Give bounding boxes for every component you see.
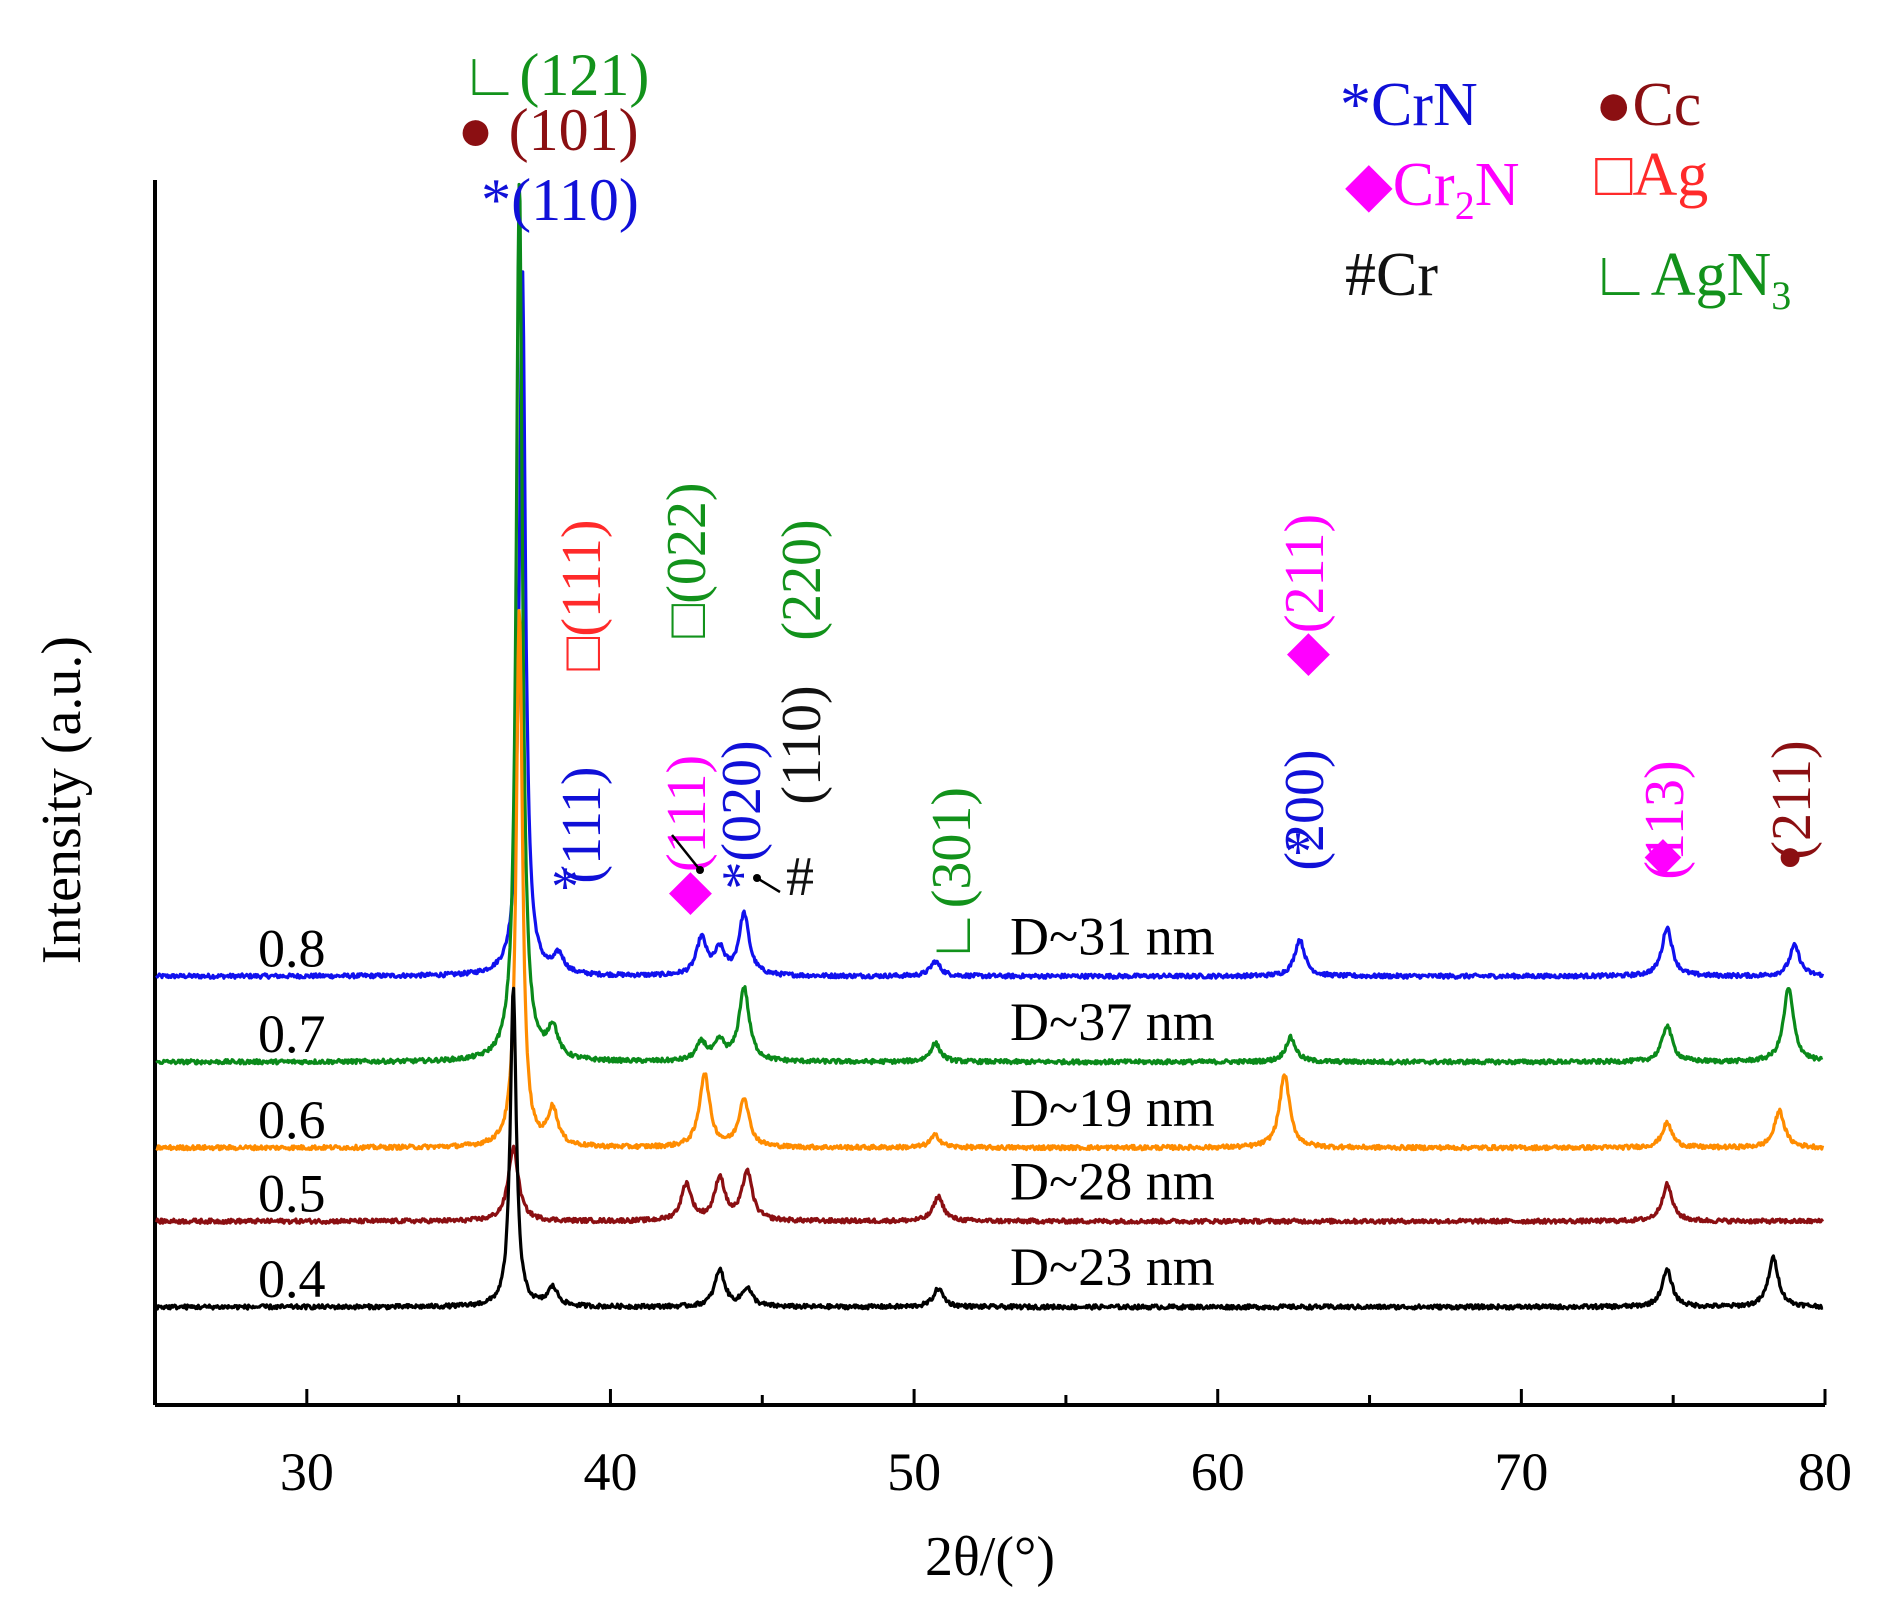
crystallite-size-label: D~31 nm [1010, 906, 1215, 966]
series-name-label: 0.4 [258, 1249, 326, 1309]
peak-annotation: (110) [771, 685, 833, 804]
legend-label: Cc [1632, 71, 1701, 139]
series-name-label: 0.8 [258, 918, 326, 978]
peak-annotation: (200) [1274, 749, 1336, 870]
annotation-arrow-head [753, 874, 761, 882]
peak-annotation: (111) [551, 766, 613, 883]
legend-label-tail: N [1475, 151, 1520, 219]
peak-annotation: *(020) [711, 740, 773, 889]
legend-entry: *CrN [1340, 71, 1478, 139]
crystallite-size-label: D~28 nm [1010, 1151, 1215, 1211]
series-line-0.4 [155, 986, 1824, 1311]
peak-annotation: *(110) [481, 167, 639, 233]
legend-entry: □Ag [1595, 141, 1708, 209]
series-name-label: 0.5 [258, 1163, 326, 1223]
x-tick-label: 80 [1798, 1442, 1852, 1502]
legend-subscript: 2 [1455, 183, 1475, 228]
x-tick-label: 70 [1494, 1442, 1548, 1502]
series-layer [154, 182, 1825, 1311]
crystallite-size-label: D~37 nm [1010, 992, 1215, 1052]
peak-annotation: ◆ [1645, 828, 1682, 881]
crystallite-size-label: D~19 nm [1010, 1078, 1215, 1138]
legend-symbol: * [1340, 71, 1371, 139]
series-line-0.6 [155, 608, 1825, 1152]
peak-annotation: ◆(211) [1274, 514, 1336, 676]
peak-annotation: □(022) [656, 482, 718, 637]
x-tick-label: 50 [887, 1442, 941, 1502]
annotations-layer: ∟(121)● (101)*(110)(111)□(111)* ◆(111)□(0… [457, 42, 1823, 963]
legend-symbol: ∟ [1590, 241, 1651, 309]
legend-label: CrN [1371, 71, 1478, 139]
legend-symbol: □ [1595, 141, 1633, 209]
x-tick-label: 60 [1191, 1442, 1245, 1502]
peak-annotation: ● (101) [457, 97, 638, 163]
legend-label: Cr [1393, 151, 1455, 219]
legend-entry: ●Cc [1595, 71, 1701, 139]
legend-label: Cr [1376, 241, 1438, 309]
x-tick-label: 30 [280, 1442, 334, 1502]
legend: *CrN ●Cc◆Cr2N □Ag#Cr ∟AgN3 [1340, 71, 1791, 318]
labels-layer: 0.8 D~31 nm 0.7 D~37 nm 0.6 D~19 nm 0.5 D~28 nm… [258, 906, 1215, 1309]
peak-annotation: ∟(301) [921, 787, 983, 963]
annotation-arrow [671, 834, 701, 871]
y-axis-label: Intensity (a.u.) [31, 636, 93, 964]
legend-entry: ∟AgN3 [1590, 241, 1791, 318]
series-line-0.8 [155, 270, 1825, 980]
annotation-arrow-head [696, 866, 704, 874]
peak-annotation: ● [1777, 831, 1804, 880]
legend-label: Ag [1632, 141, 1708, 209]
legend-symbol: ● [1595, 71, 1632, 139]
series-line-0.7 [155, 182, 1824, 1066]
series-name-label: 0.7 [258, 1004, 326, 1064]
peak-annotation: # [786, 846, 814, 908]
peak-annotation: * [1284, 821, 1312, 883]
annotation-arrow [756, 876, 781, 894]
series-name-label: 0.6 [258, 1090, 326, 1150]
x-tick-label: 40 [583, 1442, 637, 1502]
legend-entry: ◆Cr2N [1345, 151, 1519, 228]
peak-annotation: (211) [1761, 740, 1823, 859]
peak-annotation: ∟(121) [461, 42, 650, 108]
series-line-0.5 [154, 1144, 1825, 1225]
legend-label: AgN [1651, 241, 1772, 309]
legend-entry: #Cr [1345, 241, 1438, 309]
peak-annotation: * [551, 856, 579, 918]
legend-subscript: 3 [1771, 273, 1791, 318]
axes: 30 40 50 60 70 80 2θ/(°) Intensity (a.u.) [31, 180, 1852, 1588]
peak-annotation: ◆(111) [656, 755, 718, 915]
x-axis-label: 2θ/(°) [925, 1526, 1055, 1588]
legend-symbol: # [1345, 241, 1376, 309]
peak-annotation: (220) [771, 519, 833, 640]
peak-annotation: (113) [1634, 760, 1696, 879]
legend-symbol: ◆ [1345, 151, 1393, 219]
peak-annotation: □(111) [551, 520, 613, 671]
crystallite-size-label: D~23 nm [1010, 1237, 1215, 1297]
